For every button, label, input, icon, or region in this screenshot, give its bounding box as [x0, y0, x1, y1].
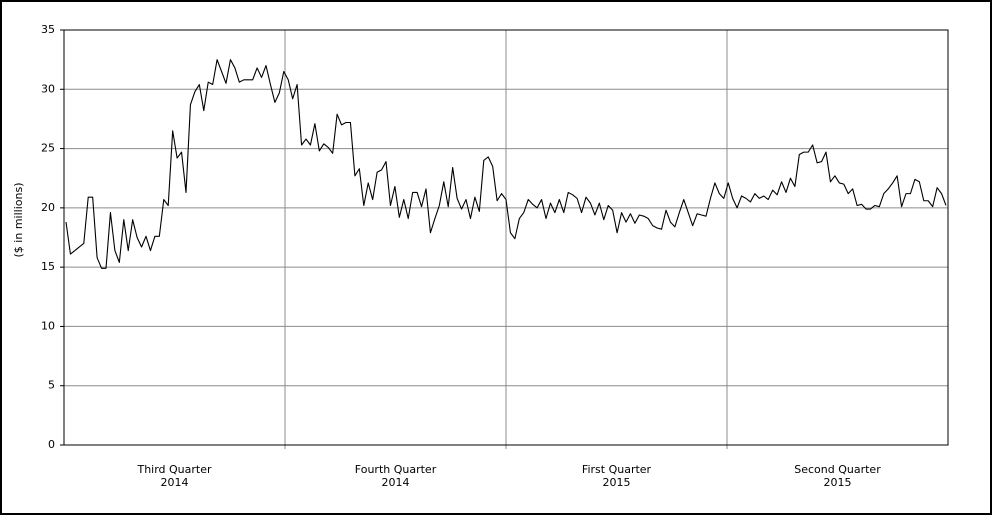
- y-tick-label: 25: [41, 142, 55, 155]
- x-tick-label: Third Quarter 2014: [137, 463, 212, 489]
- y-tick-label: 10: [41, 319, 55, 332]
- y-tick-label: 20: [41, 201, 55, 214]
- y-tick-label: 30: [41, 82, 55, 95]
- x-tick-label: First Quarter 2015: [581, 463, 652, 489]
- y-axis-label: ($ in millions): [12, 183, 25, 258]
- y-tick-label: 5: [48, 379, 55, 392]
- x-tick-label: Second Quarter 2015: [794, 463, 881, 489]
- y-tick-label: 15: [41, 260, 55, 273]
- plot-area: [63, 29, 949, 446]
- y-tick-label: 35: [41, 23, 55, 36]
- data-line: [65, 59, 947, 269]
- y-tick-label: 0: [48, 438, 55, 451]
- x-tick-label: Fourth Quarter 2014: [354, 463, 437, 489]
